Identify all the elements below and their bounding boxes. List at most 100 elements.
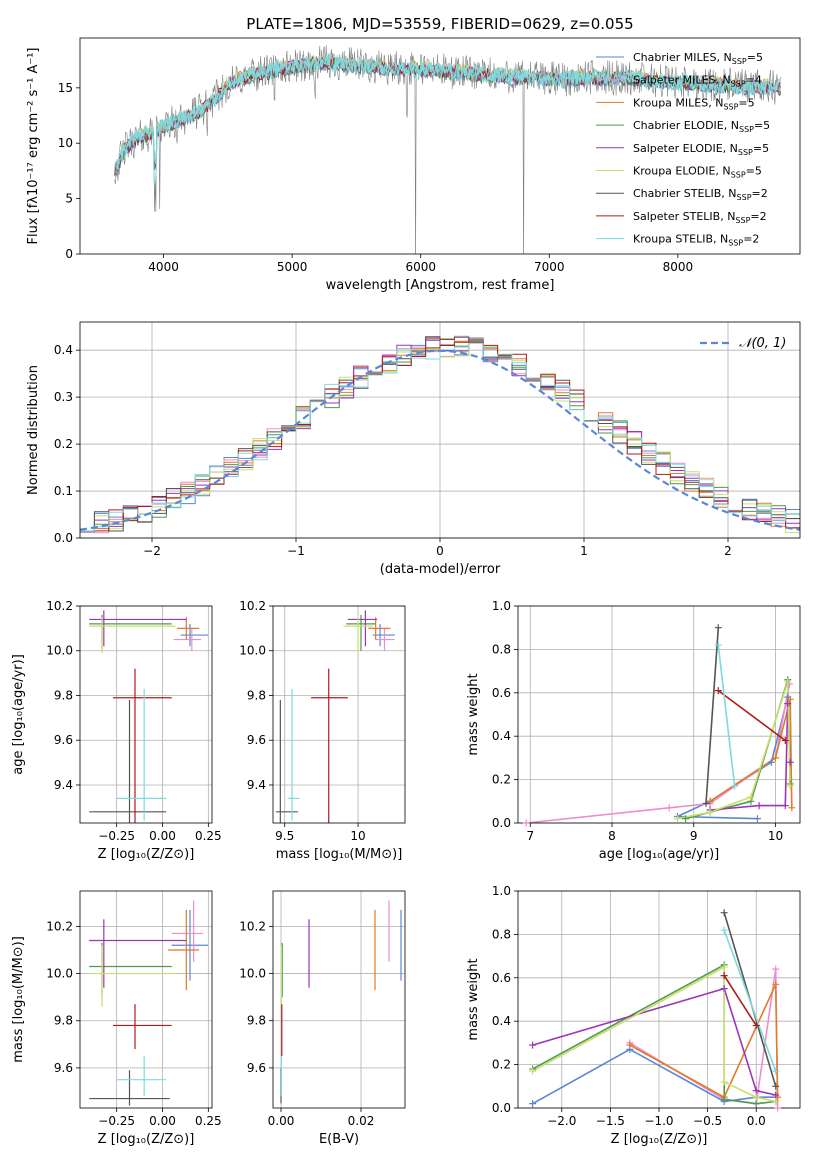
weight-marker [747,793,755,801]
legend-subscript: SSP [732,57,747,66]
weight-marker [529,1067,537,1075]
y-tick-label: 0.4 [54,343,73,357]
y-tick-label: 1.0 [492,884,511,898]
y-tick-label: 0.4 [492,1014,511,1028]
weight-marker [784,678,792,686]
weight-line-kroupa-miles [629,983,779,1099]
errorbar-kroupa-elodie [89,617,176,653]
legend-entry: Kroupa ELODIE, NSSP=5 [633,165,762,180]
weight-marker [786,758,794,766]
y-tick-label: 0.0 [492,816,511,830]
weight-marker [786,695,794,703]
weight-marker [720,985,728,993]
x-tick-label: 4000 [148,260,179,274]
y-tick-label: 0.0 [54,531,73,545]
y-tick-label: 10.0 [239,967,266,981]
errorbar-salpeter-stelib [113,1004,172,1050]
x-axis-label: Z [log₁₀(Z/Z⊙)] [611,1132,708,1147]
y-tick-label: 10.2 [239,919,266,933]
x-tick-label: 9 [690,829,698,843]
plot-area-mass-vs-ebv [280,900,402,1104]
plot-area-residuals [80,335,800,534]
y-tick-label: 0.8 [492,927,511,941]
legend-entry: 𝒩(0, 1) [739,336,786,351]
y-tick-label: 9.8 [54,688,73,702]
y-tick-label: 9.6 [54,1061,73,1075]
histogram-kroupa-stelib [80,342,800,532]
errorbar-chabrier-stelib [89,1070,170,1106]
x-tick-label: 0 [436,544,444,558]
weight-marker [522,819,530,827]
y-tick-label: 1.0 [492,599,511,613]
axes-frame [272,890,406,1109]
weight-marker [731,782,739,790]
x-tick-label: −0.25 [98,829,135,843]
legend-value: =2 [743,233,759,246]
y-tick-label: 9.4 [54,778,73,792]
y-tick-label: 10.0 [239,644,266,658]
y-tick-label: 0.6 [492,971,511,985]
y-axis-label: mass [log₁₀(M/M⊙)] [11,936,26,1063]
y-tick-label: 10 [58,136,73,150]
x-axis-label: age [log₁₀(age/yr)] [599,847,720,862]
y-axis-label: mass weight [466,673,481,755]
y-tick-label: 15 [58,81,73,95]
weight-line-salpeter-stelib [717,689,786,742]
y-tick-label: 9.6 [54,733,73,747]
y-tick-label: 10.2 [46,919,73,933]
x-tick-label: −1.5 [596,1114,625,1128]
y-axis-label: Normed distribution [26,365,41,495]
weight-marker [752,1093,760,1101]
x-tick-label: −0.25 [98,1114,135,1128]
axes-frame [79,321,801,539]
weight-marker [755,802,763,810]
weight-line-kroupa-stelib [717,645,736,787]
weight-line-kroupa-stelib [723,929,777,1072]
legend-subscript: SSP [731,171,746,180]
legend-subscript: SSP [723,102,738,111]
weight-marker [720,909,728,917]
errorbar-kroupa-miles [177,617,200,640]
y-tick-label: 9.6 [247,733,266,747]
legend-subscript: SSP [735,216,750,225]
x-axis-label: Z [log₁₀(Z/Z⊙)] [98,1132,195,1147]
x-tick-label: 0.00 [268,1114,295,1128]
plot-area-age-vs-mass [275,610,395,823]
x-tick-label: 0.0 [747,1114,766,1128]
errorbar-salpeter-stelib [311,668,348,823]
panel-mass-vs-Z: −0.25 0.00 0.25 9.6 9.8 10.0 10.2 Z [log₁₀(Z/Z⊙… [11,890,222,1147]
legend-entry: Kroupa MILES, NSSP=5 [633,96,755,111]
x-axis-label: (data-model)/error [380,562,501,577]
errorbar-kroupa-miles [368,617,391,640]
x-tick-label: 9.5 [275,829,294,843]
y-tick-label: 9.6 [247,1061,266,1075]
y-tick-label: 0.6 [492,686,511,700]
x-tick-label: 8000 [663,260,694,274]
panel-spectrum: 4000 5000 6000 7000 8000 0 5 10 15 wavelength [An… [26,37,801,293]
errorbar-chabrier-stelib [275,699,298,823]
y-tick-label: 0.1 [54,484,73,498]
weight-marker [788,804,796,812]
weight-marker [720,1095,728,1103]
errorbar-chabrier-elodie [346,614,376,651]
weight-line-kroupa-miles [709,699,793,808]
figure-title: PLATE=1806, MJD=53559, FIBERID=0629, z=0… [246,15,633,33]
x-tick-label: 1 [580,544,588,558]
x-axis-label: wavelength [Angstrom, rest frame] [326,278,555,293]
y-tick-label: 0.3 [54,390,73,404]
legend-subscript: SSP [731,80,746,89]
x-tick-label: 2 [724,544,732,558]
legend-subscript: SSP [737,193,752,202]
x-tick-label: 0.00 [149,829,176,843]
axes-frame [79,890,213,1109]
plot-area-weight-vs-age [526,627,793,823]
weight-marker [786,782,794,790]
x-tick-label: 10 [350,829,365,843]
errorbar-salpeter-stelib [113,668,172,823]
errorbar-salpeter-miles [171,900,203,962]
errorbar-kroupa-stelib [287,688,300,821]
y-tick-label: 0.2 [54,437,73,451]
model-spectrum-kroupa-stelib [114,53,781,184]
errorbar-kroupa-elodie [343,617,373,653]
weight-line-salpeter-elodie [532,987,776,1096]
